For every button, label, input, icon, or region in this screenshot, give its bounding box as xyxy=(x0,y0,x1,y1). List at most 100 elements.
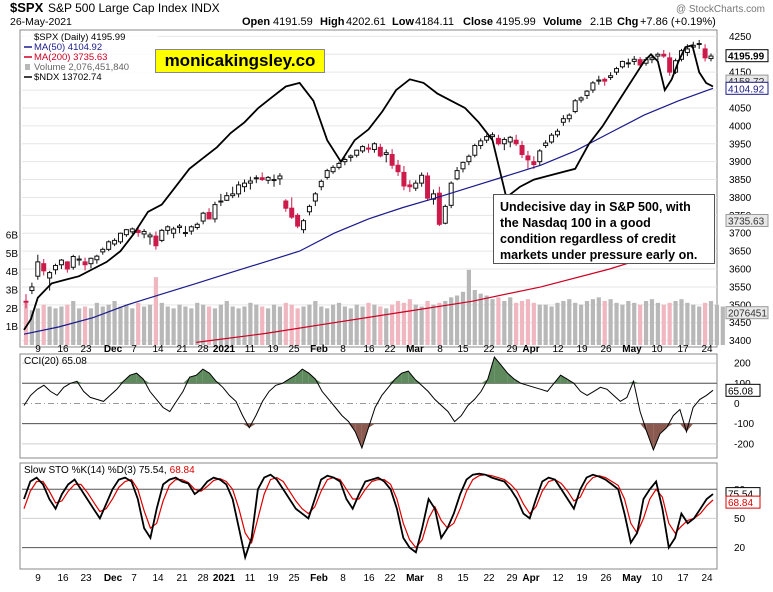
volume-bar xyxy=(638,304,643,345)
volume-bar xyxy=(390,304,395,345)
bottom-x-tick-label: Apr xyxy=(522,573,539,584)
candle-body xyxy=(141,230,147,235)
cci-overbought-area xyxy=(633,381,641,384)
header-volume-label: Volume xyxy=(543,16,582,28)
volume-bar xyxy=(573,302,578,345)
header-low-value: 4184.11 xyxy=(415,16,454,28)
volume-bar xyxy=(472,290,477,345)
sto-k-line xyxy=(23,472,714,561)
candle-body xyxy=(236,184,242,195)
volume-bar xyxy=(667,302,672,345)
volume-bar xyxy=(437,302,442,345)
price-tick-label: 4150 xyxy=(729,68,752,79)
header-close-label: Close xyxy=(463,16,493,28)
volume-bar xyxy=(41,304,46,345)
volume-bar xyxy=(242,306,247,345)
volume-bar xyxy=(443,301,448,345)
candle-body xyxy=(177,225,183,229)
volume-bar xyxy=(490,299,495,345)
candle-body xyxy=(602,78,608,82)
price-x-tick-label: 10 xyxy=(651,344,663,355)
candle-body xyxy=(472,145,478,156)
volume-bar xyxy=(29,310,35,345)
bottom-x-tick-label: 23 xyxy=(80,573,92,584)
candle-body xyxy=(76,258,82,261)
candle-body xyxy=(448,182,454,206)
volume-bar xyxy=(360,306,365,345)
volume-bar xyxy=(484,295,489,345)
price-x-tick-label: 25 xyxy=(288,344,300,355)
candle-body xyxy=(543,142,549,147)
candle-body xyxy=(277,175,283,180)
volume-bar xyxy=(271,304,277,345)
cci-overbought-area xyxy=(507,373,515,384)
volume-bar xyxy=(201,304,206,345)
candle-body xyxy=(554,130,560,136)
volume-bar xyxy=(307,304,312,345)
volume-bar xyxy=(177,304,182,345)
candle-body xyxy=(436,192,442,225)
candle-body xyxy=(29,286,35,292)
cci-overbought-area xyxy=(626,381,634,384)
volume-bar xyxy=(508,297,513,345)
cci-oversold-area xyxy=(348,423,356,432)
candle-body xyxy=(466,155,472,163)
price-tick-label: 3500 xyxy=(729,300,752,311)
bottom-x-tick-label: May xyxy=(622,573,642,584)
volume-bar xyxy=(53,308,58,345)
candle-body xyxy=(661,53,667,57)
candle-body xyxy=(147,234,153,238)
candle-body xyxy=(35,261,41,277)
bottom-x-tick-label: 17 xyxy=(677,573,689,584)
volume-bar xyxy=(94,302,99,345)
header-high-value: 4202.61 xyxy=(346,16,386,28)
volume-bar xyxy=(702,302,708,345)
header-name: S&P 500 Large Cap Index xyxy=(48,1,187,15)
volume-bar xyxy=(720,306,725,345)
header-exchange: INDX xyxy=(191,1,220,15)
volume-bar xyxy=(88,308,94,345)
price-x-tick-label: Apr xyxy=(522,344,539,355)
price-tick-label: 4250 xyxy=(729,32,752,43)
price-x-tick-label: 23 xyxy=(80,344,92,355)
candle-body xyxy=(454,170,460,180)
volume-bar xyxy=(171,308,176,345)
price-x-tick-label: 7 xyxy=(131,344,137,355)
price-value-tag xyxy=(725,213,769,227)
bottom-x-tick-label: 26 xyxy=(600,573,612,584)
cci-oversold-area xyxy=(646,423,654,450)
candle-body xyxy=(318,180,324,188)
bottom-x-tick-label: Mar xyxy=(406,573,424,584)
price-x-tick-label: May xyxy=(622,344,642,355)
cci-line xyxy=(23,355,714,452)
price-value-tag-text: 4195.99 xyxy=(728,52,765,63)
volume-bar xyxy=(183,306,188,345)
candle-body xyxy=(200,212,206,222)
price-x-tick-label: 16 xyxy=(57,344,69,355)
header-open-label: Open xyxy=(242,16,270,28)
volume-bar xyxy=(655,302,660,345)
cci-overbought-area xyxy=(560,375,568,384)
volume-bar xyxy=(407,299,412,345)
candle-body xyxy=(395,164,401,173)
price-tick-label: 3650 xyxy=(729,247,752,258)
price-value-tag-text: 4104.92 xyxy=(728,84,765,95)
price-x-tick-label: 12 xyxy=(552,344,564,355)
volume-bar xyxy=(514,302,519,345)
cci-oversold-area xyxy=(355,423,362,448)
volume-bar xyxy=(112,301,117,345)
sto-panel xyxy=(19,462,718,570)
volume-bar xyxy=(419,306,424,345)
price-panel xyxy=(19,29,718,348)
volume-bar xyxy=(130,308,135,345)
volume-bar xyxy=(354,304,359,345)
candle-body xyxy=(383,152,389,155)
candle-body xyxy=(165,226,171,231)
cci-overbought-area xyxy=(196,369,203,384)
candle-body xyxy=(295,214,301,227)
volume-bar xyxy=(206,306,212,345)
candle-body xyxy=(419,174,425,184)
candle-body xyxy=(247,180,253,184)
price-tick-label: 4000 xyxy=(729,121,752,132)
volume-bar xyxy=(35,308,40,345)
